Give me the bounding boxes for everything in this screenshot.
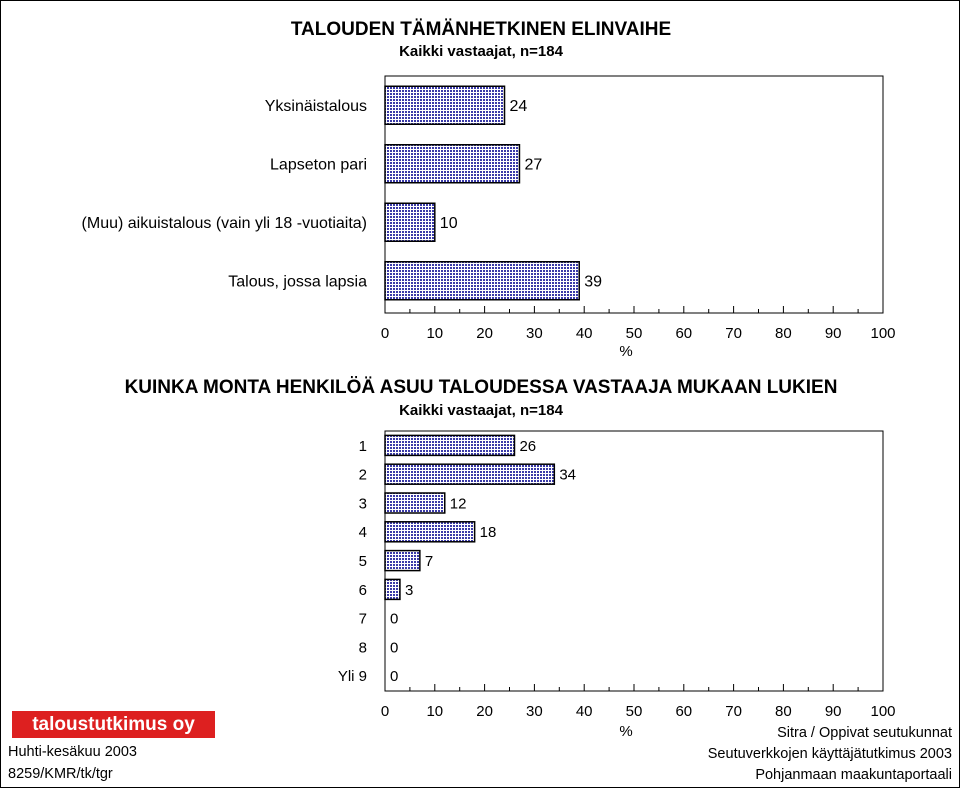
chart2-tick-label: 40 [576, 703, 593, 720]
chart2-bar [384, 492, 446, 514]
footer-study: Seutuverkkojen käyttäjätutkimus 2003 [707, 746, 952, 762]
chart2-data-label: 0 [390, 611, 398, 628]
chart1-tick-label: 60 [675, 325, 692, 342]
chart1-tick-label: 30 [526, 325, 543, 342]
chart1-tick-label: 80 [775, 325, 792, 342]
chart2-category-label: 4 [359, 524, 367, 541]
chart2-tick-label: 90 [825, 703, 842, 720]
chart2-data-label: 3 [405, 582, 413, 599]
chart1-subtitle: Kaikki vastaajat, n=184 [399, 43, 564, 60]
chart2-category-label: 6 [359, 582, 367, 599]
chart2-tick-label: 0 [381, 703, 389, 720]
chart1-tick-label: 70 [725, 325, 742, 342]
chart2-x-axis-label: % [619, 723, 632, 740]
chart2-data-label: 7 [425, 553, 433, 570]
chart1-bar [384, 144, 521, 184]
chart1-tick-label: 90 [825, 325, 842, 342]
footer-client: Sitra / Oppivat seutukunnat [777, 725, 952, 741]
chart2-subtitle: Kaikki vastaajat, n=184 [399, 402, 564, 419]
chart1-tick-label: 10 [426, 325, 443, 342]
chart1-tick-label: 0 [381, 325, 389, 342]
chart2-tick-label: 70 [725, 703, 742, 720]
chart2-data-label: 0 [390, 668, 398, 685]
chart2-bar [384, 434, 516, 457]
chart1-category-label: Talous, jossa lapsia [228, 274, 367, 291]
chart1-tick-label: 20 [476, 325, 493, 342]
taloustutkimus-logo: taloustutkimus oy [12, 711, 215, 738]
chart1-tick-label: 50 [626, 325, 643, 342]
chart2-bar [384, 463, 556, 485]
chart2-bar [384, 549, 421, 572]
chart2-category-label: Yli 9 [338, 668, 367, 685]
chart1-data-label: 24 [510, 98, 528, 115]
chart1-category-label: Lapseton pari [270, 157, 367, 174]
chart2-category-label: 1 [359, 438, 367, 455]
chart2-title: KUINKA MONTA HENKILÖÄ ASUU TALOUDESSA VA… [125, 377, 838, 398]
footer-period: Huhti-kesäkuu 2003 [8, 744, 137, 760]
chart2-category-label: 7 [359, 611, 367, 628]
chart1-tick-label: 100 [870, 325, 895, 342]
footer-code: 8259/KMR/tk/tgr [8, 766, 113, 782]
chart2-tick-label: 100 [870, 703, 895, 720]
chart1-tick-label: 40 [576, 325, 593, 342]
chart1-data-label: 10 [440, 215, 458, 232]
chart2-bar [384, 578, 401, 601]
chart2-category-label: 2 [359, 467, 367, 484]
chart2-category-label: 3 [359, 495, 367, 512]
chart2-tick-label: 10 [426, 703, 443, 720]
chart1-data-label: 27 [524, 157, 542, 174]
chart2-data-label: 12 [450, 495, 467, 512]
chart2-tick-label: 60 [675, 703, 692, 720]
chart1-category-label: (Muu) aikuistalous (vain yli 18 -vuotiai… [82, 215, 367, 232]
chart2-tick-label: 50 [626, 703, 643, 720]
chart2-tick-label: 30 [526, 703, 543, 720]
chart2-tick-label: 20 [476, 703, 493, 720]
chart2-tick-label: 80 [775, 703, 792, 720]
chart2-category-label: 5 [359, 553, 367, 570]
chart2-category-label: 8 [359, 639, 367, 656]
chart1-bar [384, 85, 506, 125]
chart1-x-axis-label: % [619, 343, 632, 360]
footer-portal: Pohjanmaan maakuntaportaali [755, 767, 952, 783]
chart2-data-label: 18 [480, 524, 497, 541]
chart2-bar [384, 521, 476, 543]
chart1-data-label: 39 [584, 274, 602, 291]
chart2-data-label: 34 [559, 467, 576, 484]
chart2-data-label: 26 [519, 438, 536, 455]
chart1-bar [384, 202, 436, 242]
chart1-title: TALOUDEN TÄMÄNHETKINEN ELINVAIHE [291, 19, 671, 40]
chart1-bar [384, 261, 580, 301]
chart1-plot: Yksinäistalous 24 Lapseton pari 27 (Muu) aik… [82, 75, 896, 360]
chart2-data-label: 0 [390, 639, 398, 656]
chart1-category-label: Yksinäistalous [265, 98, 367, 115]
